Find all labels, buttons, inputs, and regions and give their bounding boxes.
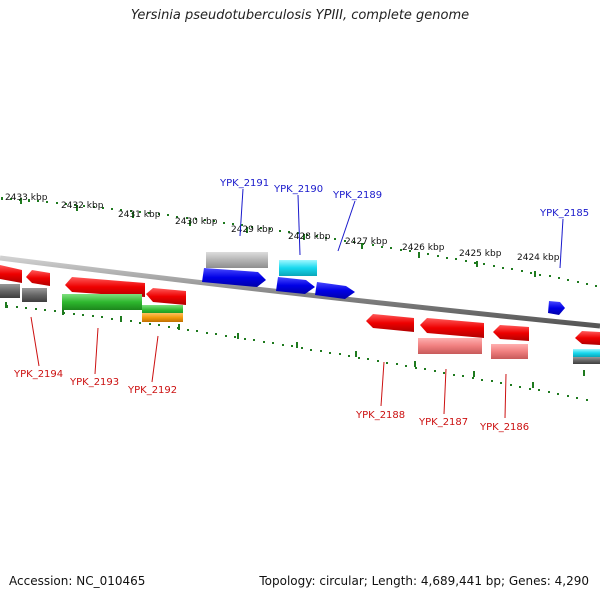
gene-label-forward[interactable]: YPK_2185	[539, 208, 589, 219]
gene-label-reverse[interactable]: YPK_2188	[355, 410, 405, 421]
gene-bar[interactable]	[418, 338, 482, 354]
gene-bar[interactable]	[573, 357, 600, 364]
reverse-strand-genes	[0, 265, 600, 364]
tick-label: 2426 kbp	[402, 243, 445, 253]
gene-arrow[interactable]	[65, 277, 145, 297]
gene-arrow[interactable]	[548, 301, 565, 315]
gene-bar[interactable]	[142, 313, 183, 322]
gene-arrow[interactable]	[315, 282, 355, 299]
genome-title: Yersinia pseudotuberculosis YPIII, compl…	[130, 8, 470, 23]
tick-label: 2425 kbp	[459, 249, 502, 259]
gene-bar[interactable]	[573, 349, 600, 357]
tick-labels: 2433 kbp 2432 kbp 2431 kbp 2430 kbp 2429…	[5, 193, 560, 263]
gene-arrow[interactable]	[0, 265, 22, 283]
tick-label: 2432 kbp	[61, 201, 104, 211]
reverse-gene-labels: YPK_2194 YPK_2193 YPK_2192 YPK_2188 YPK_…	[13, 316, 529, 433]
outer-major-ticks	[20, 198, 536, 277]
gene-arrow[interactable]	[575, 331, 600, 345]
gene-label-reverse[interactable]: YPK_2186	[479, 422, 529, 433]
tick-label: 2433 kbp	[5, 193, 48, 203]
inner-tick-ring	[6, 305, 588, 401]
gene-arrow[interactable]	[146, 288, 186, 305]
forward-gene-labels: YPK_2191 YPK_2190 YPK_2189 YPK_2185	[219, 178, 589, 269]
gene-bar[interactable]	[491, 344, 528, 359]
gene-arrow[interactable]	[420, 318, 484, 338]
forward-strand-genes	[202, 252, 565, 315]
tick-label: 2424 kbp	[517, 253, 560, 263]
inner-major-ticks	[5, 302, 585, 388]
gene-label-forward[interactable]: YPK_2189	[332, 190, 382, 201]
gene-bar[interactable]	[142, 305, 183, 315]
gene-bar[interactable]	[279, 260, 317, 276]
genome-backbone	[0, 255, 600, 329]
gene-bar[interactable]	[62, 294, 142, 310]
tick-label: 2431 kbp	[118, 210, 161, 220]
gene-label-forward[interactable]: YPK_2191	[219, 178, 269, 189]
accession-label: Accession: NC_010465	[9, 574, 146, 588]
gene-arrow[interactable]	[493, 325, 529, 341]
gene-label-forward[interactable]: YPK_2190	[273, 184, 323, 195]
gene-bar[interactable]	[0, 284, 20, 298]
tick-label: 2427 kbp	[345, 237, 388, 247]
genome-summary: Topology: circular; Length: 4,689,441 bp…	[259, 574, 589, 588]
gene-label-reverse[interactable]: YPK_2193	[69, 377, 119, 388]
gene-arrow[interactable]	[202, 268, 266, 287]
gene-bar[interactable]	[206, 252, 268, 268]
gene-label-reverse[interactable]: YPK_2187	[418, 417, 468, 428]
gene-bar[interactable]	[22, 288, 47, 302]
gene-arrow[interactable]	[366, 314, 414, 332]
outer-tick-ring	[1, 197, 597, 287]
gene-label-reverse[interactable]: YPK_2194	[13, 369, 63, 380]
gene-arrow[interactable]	[276, 277, 315, 294]
tick-label: 2429 kbp	[231, 225, 274, 235]
gene-arrow[interactable]	[26, 270, 50, 286]
tick-label: 2428 kbp	[288, 232, 331, 242]
tick-label: 2430 kbp	[175, 217, 218, 227]
gene-label-reverse[interactable]: YPK_2192	[127, 385, 177, 396]
